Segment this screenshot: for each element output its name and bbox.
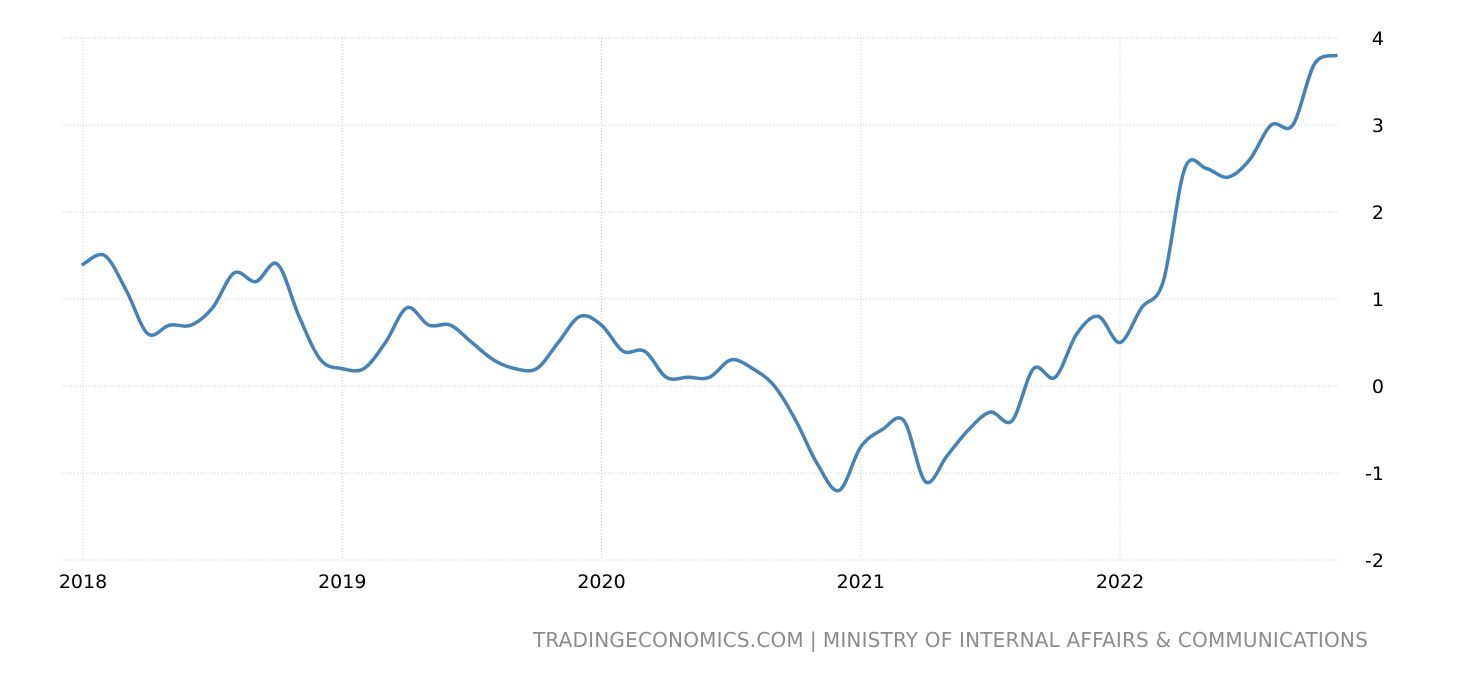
source-separator: | xyxy=(809,628,817,652)
series-line xyxy=(81,53,1338,493)
y-tick-label: -1 xyxy=(1365,463,1384,485)
horizontal-gridlines xyxy=(62,37,1340,561)
y-tick-label: 0 xyxy=(1372,376,1384,398)
x-tick-label: 2019 xyxy=(318,571,366,593)
source-provider: MINISTRY OF INTERNAL AFFAIRS & COMMUNICA… xyxy=(822,628,1368,652)
x-tick-label: 2022 xyxy=(1096,571,1144,593)
x-tick-label: 2020 xyxy=(577,571,625,593)
x-tick-label: 2021 xyxy=(837,571,885,593)
source-site[interactable]: TRADINGECONOMICS.COM xyxy=(532,628,804,652)
y-tick-label: 1 xyxy=(1372,289,1384,311)
y-tick-label: -2 xyxy=(1365,550,1384,572)
y-tick-label: 4 xyxy=(1372,28,1384,50)
y-tick-label: 2 xyxy=(1372,202,1384,224)
series-layer xyxy=(81,53,1338,493)
source-credit: TRADINGECONOMICS.COM | MINISTRY OF INTERNA… xyxy=(533,628,1368,652)
vertical-gridlines xyxy=(82,38,1121,560)
y-tick-label: 3 xyxy=(1372,115,1384,137)
x-tick-label: 2018 xyxy=(59,571,107,593)
y-axis-labels: 4 3 2 1 0 -1 -2 xyxy=(1365,28,1384,572)
x-axis-labels: 2018 2019 2020 2021 2022 xyxy=(59,571,1144,593)
